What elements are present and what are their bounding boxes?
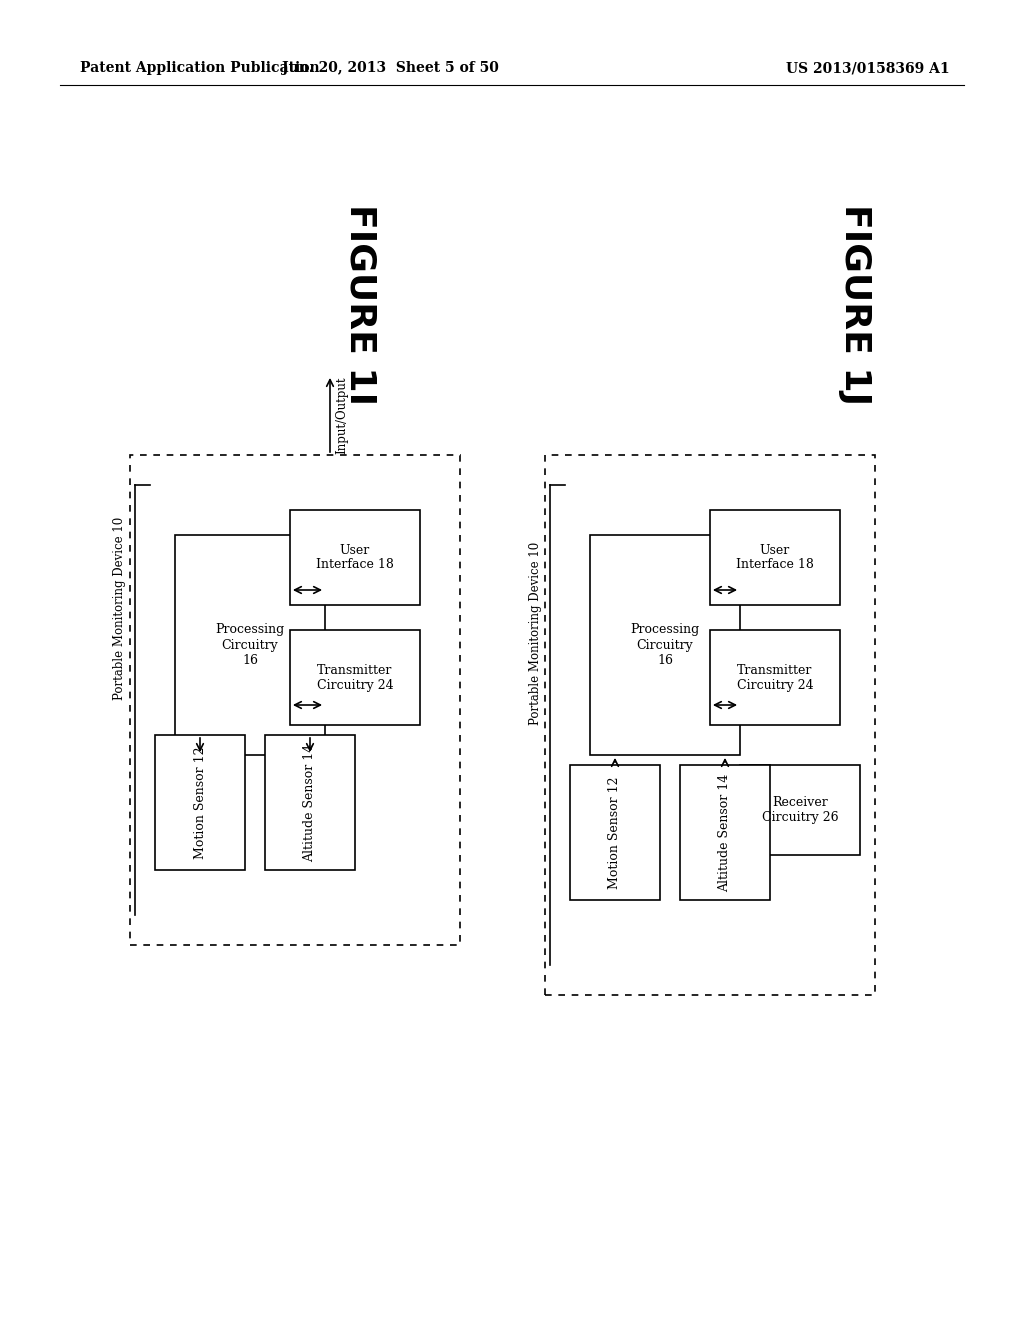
Bar [710, 630, 840, 725]
Bar [290, 630, 420, 725]
Text: Motion Sensor 12: Motion Sensor 12 [194, 746, 207, 859]
Text: Transmitter
Circuitry 24: Transmitter Circuitry 24 [736, 664, 813, 692]
Text: Altitude Sensor 14: Altitude Sensor 14 [303, 743, 316, 862]
Bar [710, 510, 840, 605]
Bar [130, 455, 460, 945]
Bar [680, 766, 770, 900]
Text: FIGURE 1I: FIGURE 1I [343, 205, 377, 405]
Text: Jun. 20, 2013  Sheet 5 of 50: Jun. 20, 2013 Sheet 5 of 50 [282, 61, 499, 75]
Text: Processing
Circuitry
16: Processing Circuitry 16 [631, 623, 699, 667]
Bar [590, 535, 740, 755]
Text: User
Interface 18: User Interface 18 [736, 544, 814, 572]
Text: US 2013/0158369 A1: US 2013/0158369 A1 [786, 61, 950, 75]
Text: FIGURE 1J: FIGURE 1J [838, 205, 872, 405]
Bar [570, 766, 660, 900]
Bar [265, 735, 355, 870]
Text: Portable Monitoring Device 10: Portable Monitoring Device 10 [114, 516, 127, 700]
Bar [155, 735, 245, 870]
Text: User
Interface 18: User Interface 18 [316, 544, 394, 572]
Text: Receiver
Circuitry 26: Receiver Circuitry 26 [762, 796, 839, 824]
Bar [175, 535, 325, 755]
Text: Input/Output: Input/Output [335, 376, 348, 454]
Text: Transmitter
Circuitry 24: Transmitter Circuitry 24 [316, 664, 393, 692]
Bar [545, 455, 874, 995]
Bar [290, 510, 420, 605]
Text: Motion Sensor 12: Motion Sensor 12 [608, 776, 622, 888]
Text: Altitude Sensor 14: Altitude Sensor 14 [719, 774, 731, 891]
Text: Processing
Circuitry
16: Processing Circuitry 16 [215, 623, 285, 667]
Text: Patent Application Publication: Patent Application Publication [80, 61, 319, 75]
Text: Portable Monitoring Device 10: Portable Monitoring Device 10 [528, 541, 542, 725]
Bar [740, 766, 860, 855]
